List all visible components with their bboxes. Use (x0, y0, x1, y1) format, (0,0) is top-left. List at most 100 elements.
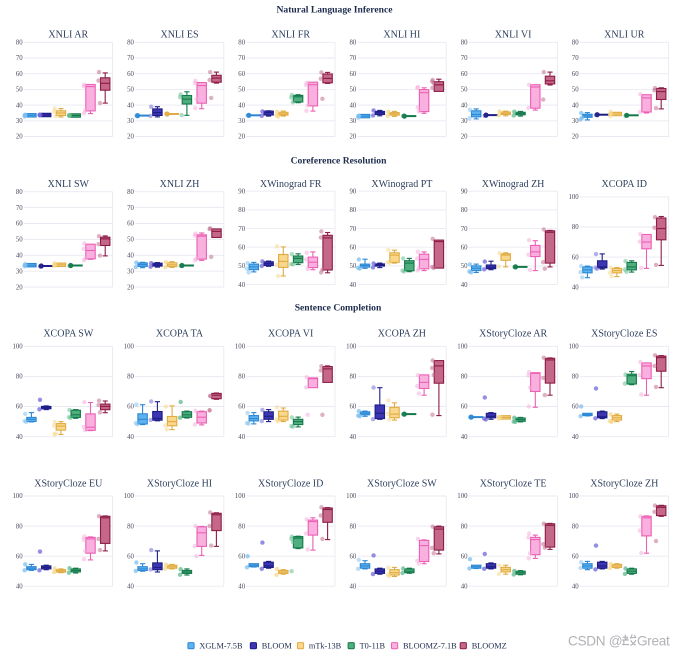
svg-text:60: 60 (127, 71, 134, 78)
svg-text:60: 60 (16, 71, 23, 78)
svg-text:30: 30 (238, 118, 245, 125)
svg-text:T0-11B: T0-11B (360, 641, 386, 650)
svg-text:60: 60 (238, 244, 245, 251)
svg-text:80: 80 (350, 207, 357, 214)
svg-text:60: 60 (572, 254, 579, 261)
svg-text:70: 70 (16, 55, 23, 62)
svg-text:50: 50 (16, 237, 23, 244)
svg-text:Great: Great (637, 634, 670, 649)
svg-text:100: 100 (12, 344, 23, 351)
svg-text:40: 40 (238, 102, 245, 109)
svg-text:80: 80 (16, 523, 23, 530)
svg-text:30: 30 (16, 268, 23, 275)
svg-text:30: 30 (127, 268, 134, 275)
svg-text:80: 80 (16, 374, 23, 381)
svg-text:60: 60 (350, 553, 357, 560)
svg-text:20: 20 (127, 284, 134, 291)
svg-text:100: 100 (12, 493, 23, 500)
svg-text:70: 70 (461, 226, 468, 233)
svg-text:80: 80 (572, 40, 579, 47)
svg-text:80: 80 (461, 523, 468, 530)
svg-text:XWinograd FR: XWinograd FR (260, 179, 322, 190)
svg-text:40: 40 (350, 434, 357, 441)
svg-text:20: 20 (238, 134, 245, 141)
svg-text:50: 50 (350, 87, 357, 94)
svg-text:100: 100 (235, 493, 246, 500)
svg-text:40: 40 (16, 434, 23, 441)
svg-text:70: 70 (350, 55, 357, 62)
svg-text:60: 60 (572, 404, 579, 411)
svg-text:60: 60 (572, 553, 579, 560)
svg-text:100: 100 (568, 493, 579, 500)
svg-text:80: 80 (127, 189, 134, 196)
svg-text:XStoryCloze HI: XStoryCloze HI (147, 478, 212, 489)
svg-text:30: 30 (461, 118, 468, 125)
svg-text:40: 40 (16, 583, 23, 590)
svg-text:60: 60 (127, 404, 134, 411)
svg-text:40: 40 (350, 102, 357, 109)
svg-text:XStoryCloze AR: XStoryCloze AR (479, 329, 547, 340)
svg-text:40: 40 (127, 583, 134, 590)
svg-text:90: 90 (238, 188, 245, 195)
svg-text:40: 40 (350, 583, 357, 590)
svg-text:XNLI ES: XNLI ES (160, 30, 198, 41)
svg-text:XCOPA ZH: XCOPA ZH (378, 329, 426, 340)
svg-text:CSDN @: CSDN @ (568, 634, 622, 649)
svg-text:50: 50 (350, 263, 357, 270)
svg-text:60: 60 (461, 404, 468, 411)
svg-text:60: 60 (16, 404, 23, 411)
svg-text:XStoryCloze ES: XStoryCloze ES (591, 329, 657, 340)
svg-text:60: 60 (461, 244, 468, 251)
svg-text:50: 50 (572, 87, 579, 94)
svg-text:60: 60 (350, 244, 357, 251)
svg-text:80: 80 (350, 374, 357, 381)
svg-text:30: 30 (350, 118, 357, 125)
svg-text:XWinograd ZH: XWinograd ZH (482, 179, 545, 190)
svg-text:30: 30 (127, 118, 134, 125)
svg-text:60: 60 (16, 553, 23, 560)
svg-text:40: 40 (461, 282, 468, 289)
svg-text:XNLI UR: XNLI UR (604, 30, 645, 41)
svg-text:40: 40 (572, 434, 579, 441)
svg-text:20: 20 (127, 134, 134, 141)
svg-text:50: 50 (238, 87, 245, 94)
svg-text:80: 80 (16, 189, 23, 196)
svg-text:40: 40 (127, 434, 134, 441)
svg-text:70: 70 (238, 226, 245, 233)
svg-text:70: 70 (350, 226, 357, 233)
svg-text:XWinograd PT: XWinograd PT (371, 179, 432, 190)
svg-text:70: 70 (127, 55, 134, 62)
svg-text:100: 100 (568, 344, 579, 351)
svg-text:40: 40 (461, 434, 468, 441)
svg-text:XCOPA SW: XCOPA SW (43, 329, 93, 340)
svg-text:50: 50 (461, 263, 468, 270)
svg-text:60: 60 (127, 221, 134, 228)
svg-text:XNLI SW: XNLI SW (48, 179, 90, 190)
svg-text:20: 20 (16, 134, 23, 141)
svg-text:80: 80 (127, 374, 134, 381)
svg-text:80: 80 (572, 374, 579, 381)
svg-text:90: 90 (461, 188, 468, 195)
svg-text:mTk-13B: mTk-13B (309, 641, 342, 650)
svg-text:100: 100 (124, 344, 135, 351)
svg-text:80: 80 (350, 40, 357, 47)
svg-text:60: 60 (461, 553, 468, 560)
svg-text:20: 20 (461, 134, 468, 141)
svg-text:60: 60 (238, 404, 245, 411)
svg-text:XNLI VI: XNLI VI (495, 30, 532, 41)
svg-text:80: 80 (127, 40, 134, 47)
svg-text:30: 30 (16, 118, 23, 125)
svg-text:Coreference Resolution: Coreference Resolution (291, 155, 387, 166)
svg-text:Natural Language Inference: Natural Language Inference (276, 5, 393, 16)
svg-text:60: 60 (127, 553, 134, 560)
svg-text:XCOPA VI: XCOPA VI (268, 329, 313, 340)
svg-text:60: 60 (572, 71, 579, 78)
svg-text:80: 80 (238, 207, 245, 214)
svg-text:100: 100 (235, 344, 246, 351)
svg-text:50: 50 (127, 237, 134, 244)
svg-text:40: 40 (238, 282, 245, 289)
svg-text:XNLI AR: XNLI AR (48, 30, 88, 41)
svg-text:20: 20 (572, 134, 579, 141)
svg-text:100: 100 (124, 493, 135, 500)
svg-text:100: 100 (346, 344, 357, 351)
